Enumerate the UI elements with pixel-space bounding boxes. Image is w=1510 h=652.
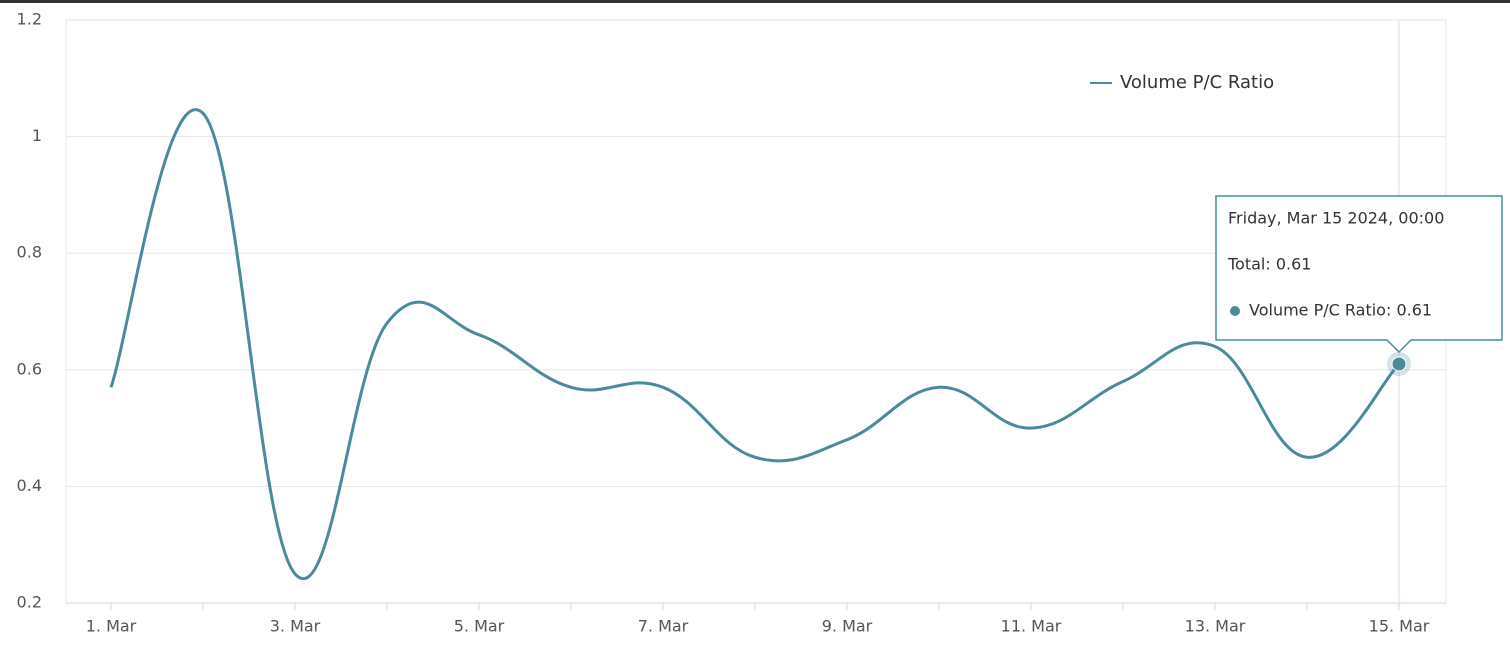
tooltip-dot bbox=[1230, 306, 1240, 316]
y-tick-label: 0.6 bbox=[17, 359, 42, 378]
tooltip-total: Total: 0.61 bbox=[1227, 255, 1311, 274]
x-tick-label: 15. Mar bbox=[1369, 617, 1430, 636]
top-border bbox=[0, 0, 1510, 3]
legend-label: Volume P/C Ratio bbox=[1120, 72, 1274, 93]
x-tick-label: 7. Mar bbox=[638, 617, 689, 636]
x-tick-label: 9. Mar bbox=[822, 617, 873, 636]
y-tick-label: 0.2 bbox=[17, 593, 42, 612]
series-line bbox=[109, 108, 1401, 580]
x-tick-label: 11. Mar bbox=[1001, 617, 1062, 636]
y-tick-label: 0.4 bbox=[17, 476, 42, 495]
x-tick-label: 5. Mar bbox=[454, 617, 505, 636]
hover-point bbox=[1391, 356, 1407, 372]
tooltip-box bbox=[1215, 195, 1503, 354]
y-tick-label: 0.8 bbox=[17, 243, 42, 262]
x-tick-label: 13. Mar bbox=[1185, 617, 1246, 636]
y-tick-label: 1.2 bbox=[17, 10, 42, 29]
y-tick-label: 1 bbox=[32, 126, 42, 145]
x-tick-label: 1. Mar bbox=[86, 617, 137, 636]
tooltip-series: Volume P/C Ratio: 0.61 bbox=[1249, 301, 1432, 320]
x-tick-label: 3. Mar bbox=[270, 617, 321, 636]
tooltip-title: Friday, Mar 15 2024, 00:00 bbox=[1228, 209, 1444, 228]
